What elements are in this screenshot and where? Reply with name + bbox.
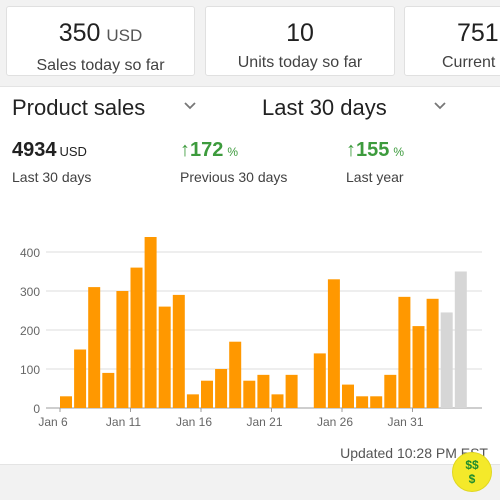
bar (398, 296, 411, 408)
stat-total-unit: USD (59, 144, 87, 159)
x-tick-label: Jan 11 (106, 415, 141, 429)
bar (454, 271, 467, 408)
stat-previous: ↑172% Previous 30 days (180, 139, 287, 185)
stat-last-year: ↑155% Last year (346, 139, 404, 185)
y-tick-label: 0 (33, 402, 40, 416)
bar (370, 396, 383, 408)
stat-previous-value: 172 (190, 139, 224, 161)
bar (313, 353, 326, 408)
bar (60, 396, 72, 408)
bar (158, 306, 171, 408)
bar (102, 372, 115, 408)
y-tick-label: 100 (20, 363, 40, 377)
bar (327, 279, 340, 408)
bar (384, 374, 397, 408)
period-dropdown-label: Last 30 days (262, 95, 387, 120)
updated-timestamp: Updated 10:28 PM EST (340, 445, 488, 461)
card-value: 350 USD (7, 19, 194, 50)
card-value: 751 (405, 19, 500, 47)
stat-last-year-unit: % (393, 145, 405, 159)
y-tick-label: 300 (20, 285, 40, 299)
stat-total-main: 4934 USD (12, 139, 91, 163)
card-current[interactable]: 751 Current (404, 6, 500, 76)
y-tick-label: 200 (20, 324, 40, 338)
sales-today-unit: USD (106, 26, 143, 45)
metric-dropdown-label: Product sales (12, 95, 146, 120)
x-tick-label: Jan 16 (176, 415, 212, 429)
bar (172, 294, 185, 408)
bar (342, 384, 354, 408)
product-sales-panel: Product sales Last 30 days 4934 USD Last … (0, 86, 500, 465)
bar (144, 237, 157, 408)
bar (229, 341, 242, 408)
stat-total: 4934 USD Last 30 days (12, 139, 91, 185)
current-value: 751 (457, 19, 499, 47)
bar (130, 267, 143, 408)
sales-bar-chart: 0 100 200 300 400 Jan 6 Jan 11 Jan 16 Jan 21 Jan … (20, 237, 482, 429)
bar (412, 326, 425, 408)
bar (257, 374, 270, 408)
bar (201, 380, 213, 408)
units-today-value: 10 (286, 19, 314, 47)
stat-total-label: Last 30 days (12, 169, 92, 185)
units-today-label: Units today so far (237, 54, 363, 71)
bar (285, 374, 298, 408)
x-tick-label: Jan 21 (246, 415, 282, 429)
bar (243, 380, 256, 408)
bar (215, 369, 228, 408)
card-units-today[interactable]: 10 Units today so far (205, 6, 395, 76)
bar (88, 287, 101, 408)
x-tick-label: Jan 31 (387, 415, 423, 429)
stat-previous-label: Previous 30 days (180, 169, 288, 185)
x-tick-label: Jan 26 (317, 415, 353, 429)
chevron-down-icon (184, 102, 196, 110)
bar (186, 394, 199, 408)
bar (74, 349, 87, 408)
logo-mark-top: $$ (465, 458, 479, 472)
x-tick-label: Jan 6 (38, 415, 68, 429)
logo-mark-bottom: $ (468, 472, 476, 486)
stat-last-year-label: Last year (346, 169, 404, 185)
arrow-up-icon: ↑ (180, 139, 190, 161)
card-sales-today[interactable]: 350 USD Sales today so far (6, 6, 195, 76)
bar (356, 396, 369, 408)
chevron-down-icon (434, 102, 446, 110)
stat-previous-unit: % (227, 145, 239, 159)
bar (271, 394, 284, 408)
current-label: Current (442, 54, 496, 71)
sales-today-label: Sales today so far (36, 57, 165, 74)
stat-total-value: 4934 (12, 139, 57, 161)
app-logo: $$ $ (452, 452, 492, 492)
bar (116, 291, 129, 408)
arrow-up-icon: ↑ (346, 139, 356, 161)
stat-previous-main: ↑172% (180, 139, 287, 163)
stat-last-year-main: ↑155% (346, 139, 404, 163)
y-tick-label: 400 (20, 246, 40, 260)
sales-today-value: 350 (58, 19, 101, 47)
stat-last-year-value: 155 (356, 139, 390, 161)
card-value: 10 (206, 19, 394, 47)
bar (440, 312, 453, 408)
bar (426, 298, 439, 408)
